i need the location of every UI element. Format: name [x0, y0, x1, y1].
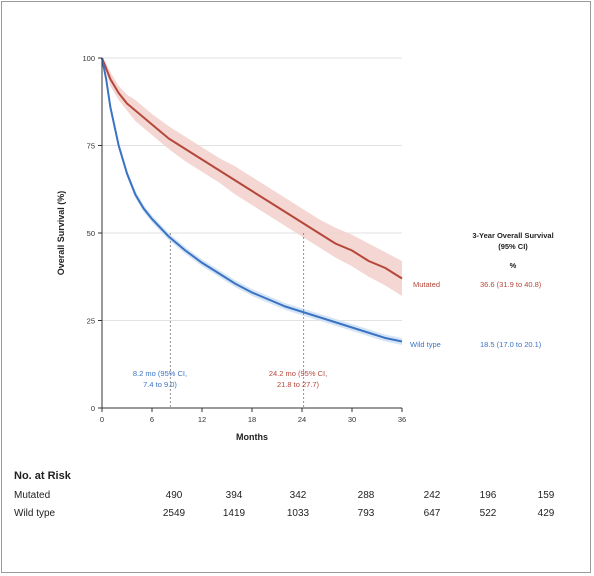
risk-cell: 793: [357, 508, 375, 519]
x-axis-label: Months: [236, 432, 268, 442]
risk-table-title: No. at Risk: [14, 470, 71, 482]
risk-cell: 394: [225, 490, 243, 501]
risk-cell: 522: [479, 508, 497, 519]
risk-cell: 1033: [286, 508, 310, 519]
risk-cell: 242: [423, 490, 441, 501]
x-tick-label: 18: [248, 415, 256, 424]
x-tick-label: 6: [150, 415, 154, 424]
survival-line: [101, 57, 403, 343]
summary-header-line1: 3-Year Overall Survival: [472, 231, 553, 240]
risk-cell: 288: [357, 490, 375, 501]
y-tick-label: 100: [82, 54, 95, 63]
x-tick-label: 24: [298, 415, 306, 424]
grid-lines: [102, 57, 402, 321]
summary-header-line2: (95% CI): [498, 242, 528, 251]
wild-median-annotation-line1: 8.2 mo (95% CI,: [133, 369, 187, 378]
ci-band: [102, 58, 402, 296]
risk-row-mutated: Mutated 490 394 342 288 242 196 159: [14, 490, 584, 508]
risk-cell: 342: [289, 490, 307, 501]
confidence-bands: [102, 58, 402, 345]
risk-cell: 159: [537, 490, 555, 501]
y-tick-label: 0: [91, 404, 95, 413]
mutated-survival-value: 36.6 (31.9 to 40.8): [480, 280, 542, 289]
y-axis-label: Overall Survival (%): [56, 191, 66, 276]
risk-row-wild-type: Wild type 2549 1419 1033 793 647 522 429: [14, 508, 584, 526]
risk-cell: 196: [479, 490, 497, 501]
risk-cell: 429: [537, 508, 555, 519]
y-tick-label: 75: [87, 142, 95, 151]
x-tick-label: 12: [198, 415, 206, 424]
wild-median-annotation-line2: 7.4 to 9.0): [143, 380, 177, 389]
x-tick-label: 36: [398, 415, 406, 424]
risk-cell: 2549: [162, 508, 186, 519]
risk-cell: 1419: [222, 508, 246, 519]
mutated-median-annotation-line2: 21.8 to 27.7): [277, 380, 320, 389]
risk-row-label: Mutated: [14, 490, 51, 501]
survival-chart: 0 25 50 75 100 0 6 12 18 24 30 36 Overall Survival …: [56, 54, 554, 442]
risk-table: No. at Risk Mutated 490 394 342 288 242 …: [14, 470, 584, 526]
risk-row-label: Wild type: [14, 508, 56, 519]
risk-cell: 490: [165, 490, 183, 501]
survival-line: [101, 57, 403, 280]
y-tick-label: 25: [87, 317, 95, 326]
mutated-median-annotation-line1: 24.2 mo (95% CI,: [269, 369, 327, 378]
survival-curves: [101, 57, 403, 343]
x-tick-label: 30: [348, 415, 356, 424]
wild-series-label: Wild type: [410, 340, 441, 349]
chart-annotations: Overall Survival (%) Months 8.2 mo (95% …: [56, 191, 554, 442]
mutated-series-label: Mutated: [413, 280, 440, 289]
risk-cell: 647: [423, 508, 441, 519]
summary-unit: %: [510, 261, 517, 270]
median-lines: [169, 233, 305, 408]
axes: 0 25 50 75 100 0 6 12 18 24 30 36: [82, 54, 406, 424]
wild-survival-value: 18.5 (17.0 to 20.1): [480, 340, 542, 349]
x-tick-label: 0: [100, 415, 104, 424]
y-tick-label: 50: [87, 229, 95, 238]
